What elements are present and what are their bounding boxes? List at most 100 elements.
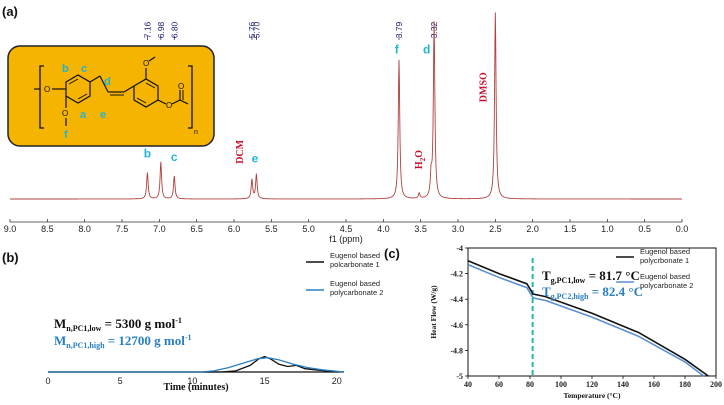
peak-value-label: 5.76 bbox=[247, 21, 257, 38]
nmr-x-tick-label: 5.0 bbox=[302, 224, 315, 234]
nmr-x-tick-label: 8.5 bbox=[41, 224, 54, 234]
gpc-x-axis-label: Time (minutes) bbox=[163, 382, 228, 393]
gpc-panel: (b) 0 5 10 15 20 Time (minutes) Eugenol base… bbox=[2, 250, 383, 393]
dsc-x-tick-label: 120 bbox=[586, 380, 598, 389]
structure-label-f: f bbox=[64, 129, 68, 141]
structure-label-e: e bbox=[100, 109, 106, 121]
dsc-x-tick-label: 180 bbox=[679, 380, 691, 389]
nmr-x-tick-label: 7.0 bbox=[153, 224, 166, 234]
dsc-x-tick-label: 160 bbox=[648, 380, 660, 389]
dsc-y-tick-label: -4.6 bbox=[450, 321, 463, 330]
legend-label-dsc2: Eugenol based polycarbonate 2 bbox=[640, 272, 693, 290]
nmr-x-tick-label: 7.5 bbox=[116, 224, 129, 234]
dsc-x-tick-label: 60 bbox=[495, 380, 503, 389]
gpc-x-ticks: 0 5 10 15 20 bbox=[45, 376, 341, 386]
polymer-structure: O O O O O b c bbox=[7, 45, 215, 147]
nmr-x-tick-label: 6.5 bbox=[190, 224, 203, 234]
nmr-solvent-labels: DCM H2O DMSO bbox=[235, 72, 489, 169]
panel-b-letter: (b) bbox=[2, 250, 19, 265]
dsc-y-tick-label: -4.4 bbox=[450, 295, 463, 304]
legend-label-dsc1: Eugenol based polycrbonate 1 bbox=[640, 247, 690, 265]
structure-label-a: a bbox=[80, 109, 87, 121]
dsc-x-tick-label: 140 bbox=[617, 380, 629, 389]
tg-low-annotation: Tg,PC1,low = 81.7 °C bbox=[542, 268, 640, 285]
gpc-x-tick-label: 5 bbox=[118, 376, 123, 386]
nmr-spectrum-line bbox=[10, 12, 682, 200]
solvent-label: DCM bbox=[235, 139, 246, 163]
peak-letter-d: d bbox=[423, 42, 430, 56]
dsc-x-tick-label: 200 bbox=[710, 380, 722, 389]
peak-value-label: 7.16 bbox=[142, 21, 152, 38]
mn-low-annotation: Mn,PC1,low = 5300 g mol-1 bbox=[54, 316, 182, 333]
solvent-label: H2O bbox=[414, 150, 427, 169]
peak-value-label: 6.98 bbox=[156, 21, 166, 38]
dsc-y-axis-label: Heat Flow (W/g) bbox=[429, 285, 438, 339]
svg-text:O: O bbox=[178, 82, 184, 91]
mn-high-annotation: Mn,PC1,high = 12700 g mol-1 bbox=[54, 333, 192, 350]
svg-text:O: O bbox=[166, 101, 172, 110]
dsc-x-tick-label: 80 bbox=[526, 380, 534, 389]
svg-text:O: O bbox=[44, 85, 50, 94]
gpc-x-tick-label: 10 bbox=[187, 376, 197, 386]
nmr-x-tick-label: 5.5 bbox=[265, 224, 278, 234]
legend-label-pc1: Eugenol based polcarbonate 1 bbox=[330, 251, 380, 269]
dsc-axes-ticks: 40 60 80 100 120 140 160 180 200 -4 -4.2 -4.4 -4.6 -4… bbox=[450, 244, 722, 389]
structure-label-d: d bbox=[104, 76, 111, 88]
nmr-x-tick-label: 3.5 bbox=[414, 224, 427, 234]
nmr-x-tick-label: 0.5 bbox=[638, 224, 651, 234]
nmr-x-tick-label: 9.0 bbox=[4, 224, 17, 234]
gpc-x-tick-label: 15 bbox=[260, 376, 270, 386]
dsc-y-tick-label: -4.8 bbox=[450, 346, 463, 355]
legend-label-pc2: Eugenol based polycarbonate 2 bbox=[330, 279, 383, 297]
nmr-x-tick-label: 4.0 bbox=[377, 224, 390, 234]
solvent-label: DMSO bbox=[478, 72, 489, 102]
nmr-x-tick-label: 6.0 bbox=[228, 224, 241, 234]
tg-high-annotation: Tg,PC2,high = 82.4 °C bbox=[542, 284, 643, 301]
nmr-x-tick-label: 2.0 bbox=[526, 224, 539, 234]
gpc-trace-1 bbox=[48, 355, 345, 373]
svg-text:O: O bbox=[62, 109, 68, 118]
nmr-spectrum-panel: (a) 7.16 6.98 6.80 5.765.70 3.79 3.32 9.0 8.5 8… bbox=[2, 4, 688, 244]
structure-label-b: b bbox=[62, 63, 69, 75]
dsc-y-tick-label: -4 bbox=[456, 244, 463, 253]
dsc-panel: (c) 40 60 80 100 120 140 160 180 200 -4 -4.2 -4.4 -4… bbox=[384, 244, 722, 400]
peak-value-label: 5.70 bbox=[251, 21, 261, 38]
peak-value-label: 6.80 bbox=[169, 21, 179, 38]
gpc-legend: Eugenol based polcarbonate 1 Eugenol base… bbox=[306, 251, 383, 297]
structure-box bbox=[7, 45, 215, 147]
dsc-y-tick-label: -4.2 bbox=[450, 270, 463, 279]
panel-a-letter: (a) bbox=[2, 4, 18, 19]
dsc-x-tick-label: 40 bbox=[464, 380, 472, 389]
structure-label-n: n bbox=[194, 129, 198, 136]
gpc-x-tick-label: 20 bbox=[332, 376, 342, 386]
gpc-traces bbox=[48, 355, 345, 373]
gpc-trace-2 bbox=[48, 357, 345, 373]
nmr-x-tick-label: 0.0 bbox=[676, 224, 689, 234]
dsc-traces bbox=[467, 260, 709, 377]
peak-letter-f: f bbox=[395, 42, 400, 56]
nmr-x-tick-label: 4.5 bbox=[340, 224, 353, 234]
peak-value-label: 3.79 bbox=[394, 21, 404, 38]
nmr-x-tick-label: 1.0 bbox=[601, 224, 614, 234]
dsc-trace-2 bbox=[467, 263, 705, 377]
nmr-x-tick-label: 1.5 bbox=[564, 224, 577, 234]
peak-letter-b: b bbox=[144, 146, 151, 160]
peak-letter-c: c bbox=[171, 150, 178, 164]
nmr-x-axis-label: f1 (ppm) bbox=[329, 234, 363, 244]
dsc-trace-1 bbox=[467, 260, 709, 377]
nmr-x-tick-label: 8.0 bbox=[78, 224, 91, 234]
panel-c-letter: (c) bbox=[384, 246, 400, 261]
nmr-x-tick-label: 2.5 bbox=[489, 224, 502, 234]
dsc-x-tick-label: 100 bbox=[555, 380, 567, 389]
nmr-x-tick-label: 3.0 bbox=[452, 224, 465, 234]
peak-letter-e: e bbox=[252, 152, 259, 166]
peak-value-labels: 7.16 6.98 6.80 5.765.70 3.79 3.32 bbox=[142, 21, 439, 40]
structure-label-c: c bbox=[81, 63, 87, 75]
nmr-x-axis: 9.0 8.5 8.0 7.5 7.0 6.5 6.0 5.5 5.0 4.5 4.0 3.5 3.0 2… bbox=[4, 219, 689, 234]
gpc-x-tick-label: 0 bbox=[45, 376, 50, 386]
dsc-y-tick-label: -5 bbox=[456, 372, 463, 381]
svg-text:O: O bbox=[143, 59, 149, 68]
dsc-x-axis-label: Temperature (°C) bbox=[564, 391, 621, 400]
dsc-legend: Eugenol based polycrbonate 1 Eugenol base… bbox=[616, 247, 693, 290]
